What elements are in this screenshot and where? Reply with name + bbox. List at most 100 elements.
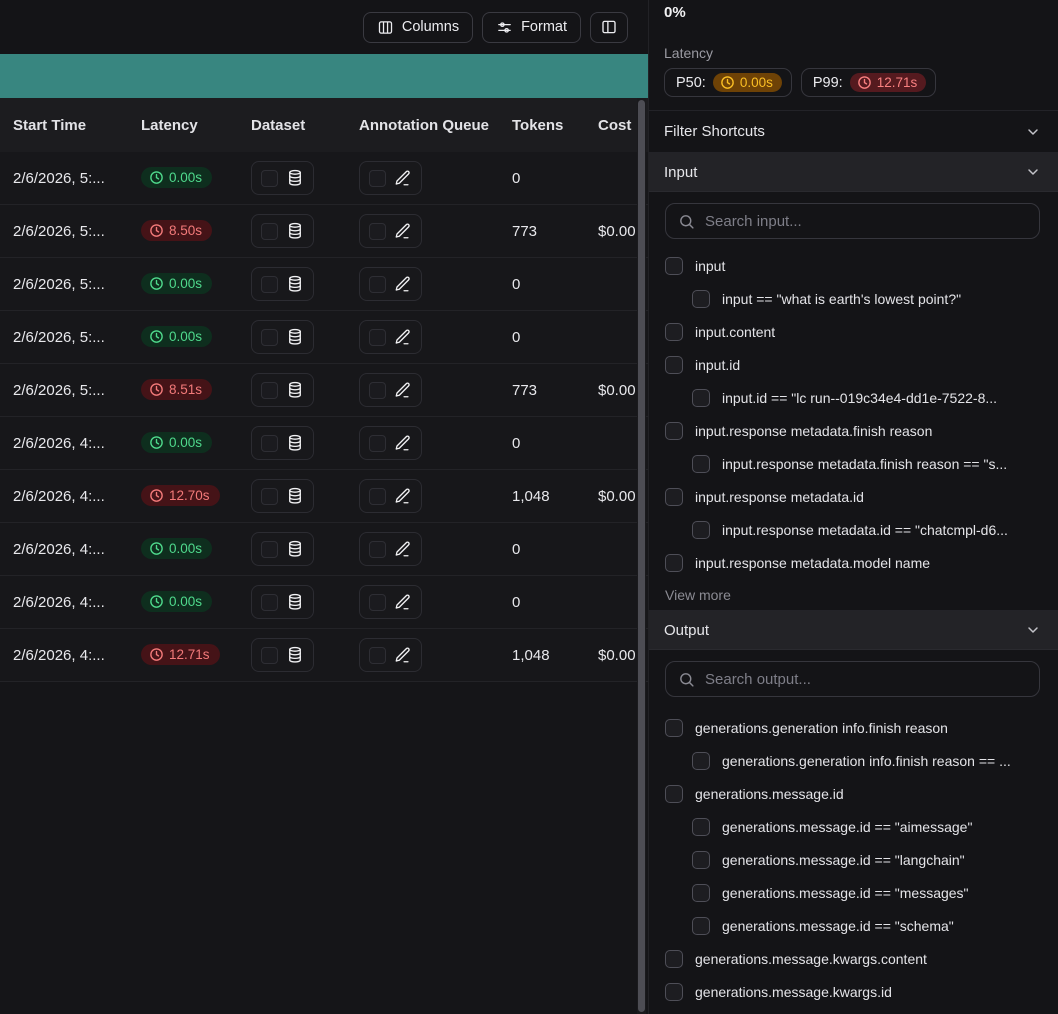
filter-checkbox[interactable] [692,454,710,473]
filter-item[interactable]: generations.message.id == "schema" [649,909,1058,942]
dataset-checkbox[interactable] [261,169,278,187]
dataset-checkbox[interactable] [261,328,278,346]
filter-checkbox[interactable] [665,487,683,506]
filter-shortcuts-header[interactable]: Filter Shortcuts [649,110,1058,152]
filter-checkbox[interactable] [665,322,683,341]
table-row[interactable]: 2/6/2026, 5:... 0.00s 0 [0,258,648,311]
column-header[interactable]: Start Time [13,116,87,134]
p99-latency-chip[interactable]: P99: 12.71s [800,68,937,97]
table-row[interactable]: 2/6/2026, 5:... 0.00s 0 [0,311,648,364]
dataset-cell-button[interactable] [251,161,314,195]
view-more-link[interactable]: View more [665,586,731,603]
dataset-checkbox[interactable] [261,381,278,399]
filter-item[interactable]: generations.generation info.finish reaso… [649,744,1058,777]
filter-checkbox[interactable] [692,883,710,902]
annotation-queue-cell-button[interactable] [359,638,422,672]
annotation-queue-cell-button[interactable] [359,585,422,619]
filter-item[interactable]: generations.message.id == "langchain" [649,843,1058,876]
filter-checkbox[interactable] [665,355,683,374]
filter-item[interactable]: generations.message.kwargs.content [649,942,1058,975]
dataset-checkbox[interactable] [261,646,278,664]
filter-item[interactable]: input.response metadata.model name [649,546,1058,579]
annotation-queue-cell-button[interactable] [359,532,422,566]
filter-checkbox[interactable] [665,421,683,440]
filter-item[interactable]: input.response metadata.finish reason ==… [649,447,1058,480]
filter-checkbox[interactable] [665,949,683,968]
filter-item[interactable]: generations.generation info.finish reaso… [649,711,1058,744]
output-section-header[interactable]: Output [649,610,1058,650]
format-button[interactable]: Format [482,11,581,43]
annotation-queue-checkbox[interactable] [369,487,386,505]
table-row[interactable]: 2/6/2026, 5:... 8.50s 773 $0.00 [0,205,648,258]
annotation-queue-checkbox[interactable] [369,169,386,187]
column-header[interactable]: Cost [598,116,632,134]
table-row[interactable]: 2/6/2026, 5:... 0.00s 0 [0,152,648,205]
column-header[interactable]: Annotation Queue [359,116,489,134]
dataset-cell-button[interactable] [251,373,314,407]
filter-item[interactable]: input.response metadata.id [649,480,1058,513]
filter-item[interactable]: input == "what is earth's lowest point?" [649,282,1058,315]
annotation-queue-checkbox[interactable] [369,328,386,346]
annotation-queue-checkbox[interactable] [369,646,386,664]
filter-checkbox[interactable] [665,982,683,1001]
dataset-checkbox[interactable] [261,434,278,452]
annotation-queue-cell-button[interactable] [359,161,422,195]
table-row[interactable]: 2/6/2026, 5:... 8.51s 773 $0.00 [0,364,648,417]
dataset-cell-button[interactable] [251,267,314,301]
annotation-queue-cell-button[interactable] [359,267,422,301]
dataset-checkbox[interactable] [261,593,278,611]
table-scrollbar[interactable] [637,98,646,1014]
annotation-queue-checkbox[interactable] [369,381,386,399]
column-header[interactable]: Tokens [512,116,564,134]
toggle-side-panel-button[interactable] [590,11,628,43]
input-section-header[interactable]: Input [649,152,1058,192]
annotation-queue-cell-button[interactable] [359,214,422,248]
filter-item[interactable]: input.id [649,348,1058,381]
filter-item[interactable]: input.id == "lc run--019c34e4-dd1e-7522-… [649,381,1058,414]
dataset-cell-button[interactable] [251,426,314,460]
annotation-queue-checkbox[interactable] [369,434,386,452]
input-search-field[interactable]: Search input... [665,203,1040,239]
table-row[interactable]: 2/6/2026, 4:... 0.00s 0 [0,417,648,470]
table-row[interactable]: 2/6/2026, 4:... 0.00s 0 [0,523,648,576]
filter-item[interactable]: input.response metadata.id == "chatcmpl-… [649,513,1058,546]
filter-checkbox[interactable] [692,916,710,935]
dataset-cell-button[interactable] [251,479,314,513]
dataset-checkbox[interactable] [261,275,278,293]
filter-item[interactable]: generations.message.id == "aimessage" [649,810,1058,843]
dataset-cell-button[interactable] [251,585,314,619]
column-header[interactable]: Dataset [251,116,306,134]
dataset-checkbox[interactable] [261,540,278,558]
filter-checkbox[interactable] [665,718,683,737]
dataset-cell-button[interactable] [251,532,314,566]
filter-checkbox[interactable] [692,817,710,836]
filter-item[interactable]: generations.message.id == "messages" [649,876,1058,909]
output-search-field[interactable]: Search output... [665,661,1040,697]
scrollbar-thumb[interactable] [638,100,645,1012]
annotation-queue-cell-button[interactable] [359,426,422,460]
filter-item[interactable]: generations.message.id [649,777,1058,810]
filter-checkbox[interactable] [692,751,710,770]
annotation-queue-checkbox[interactable] [369,275,386,293]
annotation-queue-cell-button[interactable] [359,479,422,513]
table-row[interactable]: 2/6/2026, 4:... 12.70s 1,048 $0.00 [0,470,648,523]
column-header[interactable]: Latency [141,116,198,134]
filter-checkbox[interactable] [692,520,710,539]
annotation-queue-cell-button[interactable] [359,373,422,407]
filter-checkbox[interactable] [665,784,683,803]
dataset-checkbox[interactable] [261,222,278,240]
table-row[interactable]: 2/6/2026, 4:... 0.00s 0 [0,576,648,629]
filter-item[interactable]: input.content [649,315,1058,348]
filter-item[interactable]: input [649,249,1058,282]
filter-checkbox[interactable] [692,388,710,407]
filter-checkbox[interactable] [692,289,710,308]
columns-button[interactable]: Columns [362,11,474,43]
annotation-queue-cell-button[interactable] [359,320,422,354]
dataset-cell-button[interactable] [251,320,314,354]
annotation-queue-checkbox[interactable] [369,222,386,240]
filter-item[interactable]: generations.message.kwargs.id [649,975,1058,1008]
dataset-checkbox[interactable] [261,487,278,505]
dataset-cell-button[interactable] [251,214,314,248]
filter-checkbox[interactable] [665,553,683,572]
annotation-queue-checkbox[interactable] [369,593,386,611]
